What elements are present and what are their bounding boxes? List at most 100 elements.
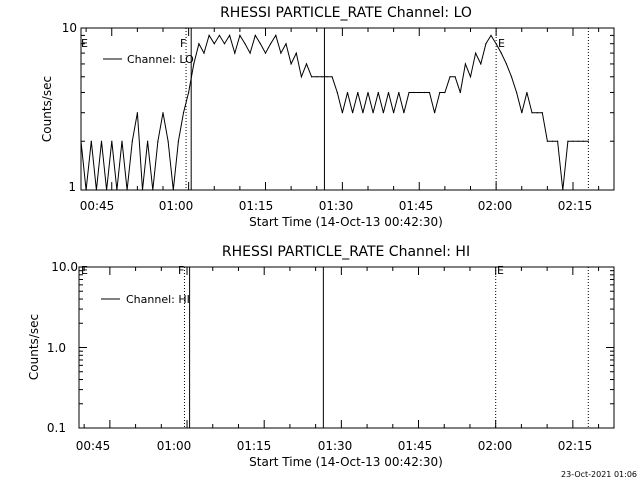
lo-data-point [372,112,374,114]
lo-data-point [234,52,236,54]
lo-data-point [587,140,590,142]
lo-data-point [346,91,349,94]
lo-data-point [177,140,179,142]
hi-plot-frame [78,266,615,429]
lo-data-point [111,140,113,142]
lo-data-point [413,91,415,94]
lo-data-point [469,76,472,78]
hi-marker-label: F [178,264,184,277]
hi-y-tick-label: 0.1 [47,421,66,435]
lo-data-point [218,34,220,37]
lo-data-point [531,112,533,114]
lo-data-point [249,52,251,54]
lo-data-point [357,91,359,94]
lo-data-point [182,112,185,114]
hi-x-tick-label: 02:15 [558,439,593,453]
lo-data-point [85,189,87,191]
lo-event-markers: E F E [81,37,505,50]
lo-marker-label: F [180,37,186,50]
lo-data-point [562,189,564,191]
lo-data-point [480,63,482,65]
hi-y-axis-label: Counts/sec [27,314,41,380]
lo-data-point [403,112,405,114]
lo-data-point [331,76,333,78]
lo-data-point [203,52,205,54]
lo-data-point [495,43,497,45]
lo-data-point [116,189,118,191]
lo-data-point [526,91,528,94]
hi-marker-label: E [497,264,504,277]
lo-data-point [459,91,461,94]
lo-data-point [408,91,410,94]
lo-data-point [464,63,466,65]
hi-y-tick-label: 10.0 [51,260,78,274]
hi-x-tick-label: 00:45 [76,439,111,453]
lo-data-point [90,140,92,142]
lo-data-point [157,140,159,142]
lo-data-point [305,63,308,65]
lo-data-point [336,91,338,94]
lo-data-point [454,76,456,78]
lo-data-point [572,140,574,142]
lo-data-point [193,63,195,65]
lo-data-point [567,140,569,142]
lo-data-point [229,34,231,37]
lo-data-point [546,140,549,142]
lo-data-point [423,91,425,94]
lo-data-point [239,34,241,37]
lo-data-point [444,91,446,94]
lo-data-point [126,189,128,191]
lo-x-tick-label: 01:00 [159,199,194,213]
lo-data-point [188,91,190,94]
lo-data-point [382,112,384,114]
lo-data-point [172,189,174,191]
lo-series-line [80,34,589,191]
lo-data-point [290,63,292,65]
lo-data-point [428,91,431,94]
lo-y-axis-label: Counts/sec [40,76,54,142]
hi-channel-panel: RHESSI PARTICLE_RATE Channel: HI Counts/… [27,244,615,469]
lo-data-point [367,91,369,94]
hi-y-tick-label: 1.0 [47,341,66,355]
lo-data-point [285,43,287,45]
lo-data-point [577,140,579,142]
lo-x-tick-label: 01:15 [239,199,274,213]
lo-data-point [121,140,123,142]
lo-x-tick-label: 01:45 [399,199,434,213]
lo-data-point [208,34,210,37]
lo-data-point [536,112,538,114]
lo-data-point [434,112,436,114]
lo-data-point [147,140,149,142]
lo-legend-label: Channel: LO [127,53,194,66]
lo-data-point [311,76,313,78]
lo-data-point [106,189,108,191]
lo-data-point [516,91,518,94]
lo-data-point [398,91,400,94]
lo-y-tick-label: 1 [68,180,76,194]
lo-data-point [244,43,246,45]
hi-x-tick-label: 02:00 [478,439,513,453]
lo-data-point [141,189,144,191]
lo-data-point [254,34,256,37]
lo-data-point [326,76,328,78]
hi-event-markers: E F E [81,264,504,277]
lo-data-point [449,76,451,78]
lo-data-point [500,52,502,54]
lo-x-tick-label: 00:45 [80,199,115,213]
lo-data-point [393,112,395,114]
lo-data-point [136,112,138,114]
lo-data-point [100,140,103,142]
lo-data-point [162,112,164,114]
lo-data-point [505,63,507,65]
lo-y-tick-labels: 1 10 [62,21,77,194]
hi-x-axis-label: Start Time (14-Oct-13 00:42:30) [249,455,443,469]
lo-data-point [439,91,441,94]
lo-data-point [418,91,420,94]
lo-plot-frame [80,27,615,191]
lo-data-point [131,140,133,142]
lo-data-point [521,112,523,114]
lo-data-point [295,52,297,54]
hi-x-tick-label: 01:45 [398,439,433,453]
footer-timestamp: 23-Oct-2021 01:06 [561,470,637,479]
